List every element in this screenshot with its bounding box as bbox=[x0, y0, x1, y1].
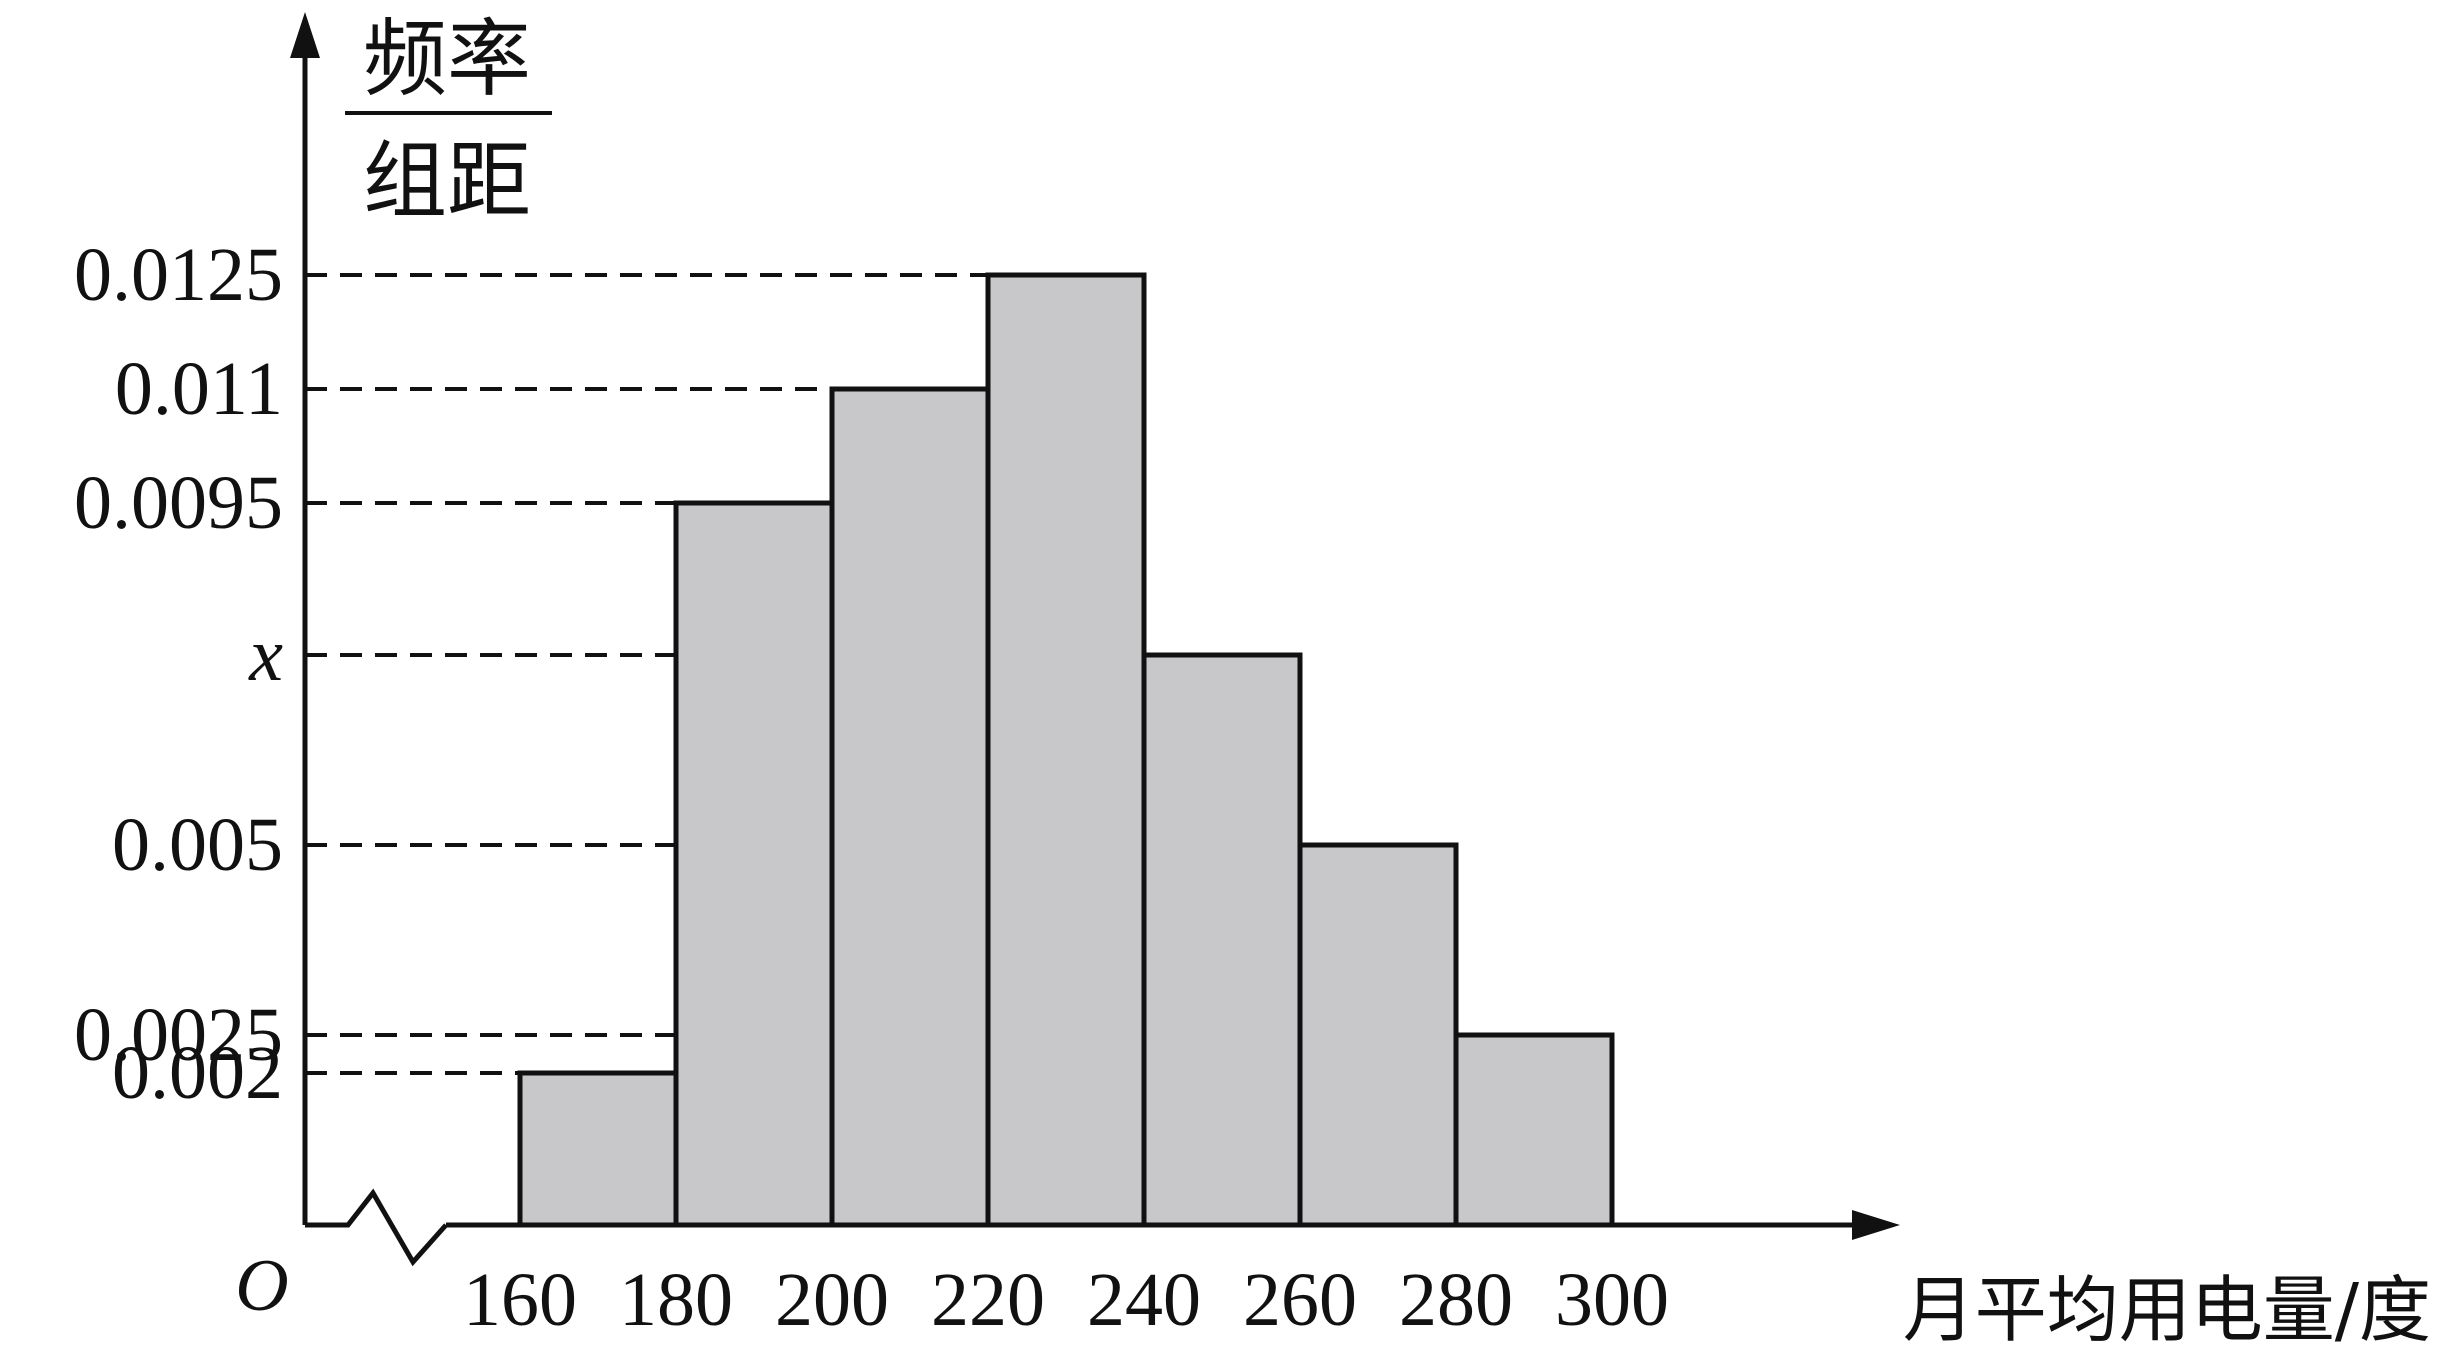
y-tick-label: 0.002 bbox=[112, 1031, 283, 1115]
y-axis-arrow-icon bbox=[290, 12, 320, 58]
x-tick-label: 200 bbox=[775, 1258, 889, 1342]
y-tick-label: x bbox=[248, 613, 283, 697]
axes bbox=[290, 12, 1900, 1267]
x-axis-line-start bbox=[305, 1188, 448, 1267]
histogram-bar bbox=[517, 1070, 679, 1228]
x-tick-label: 180 bbox=[619, 1258, 733, 1342]
histogram-bar bbox=[1297, 842, 1459, 1228]
x-tick-label: 280 bbox=[1399, 1258, 1513, 1342]
histogram-bar bbox=[1141, 652, 1303, 1228]
histogram-bar bbox=[985, 272, 1147, 1228]
y-axis-title-denominator: 组距 bbox=[363, 132, 531, 230]
y-tick-label: 0.011 bbox=[115, 347, 283, 431]
y-tick-label: 0.0025 bbox=[74, 993, 283, 1077]
histogram-bar bbox=[829, 386, 991, 1228]
y-axis-title-numerator: 频率 bbox=[363, 10, 531, 108]
x-tick-labels: 160 180 200 220 240 260 280 300 bbox=[463, 1258, 1669, 1342]
histogram-bar bbox=[673, 500, 835, 1228]
x-axis-title: 月平均用电量/度 bbox=[1903, 1268, 2431, 1352]
x-tick-label: 160 bbox=[463, 1258, 577, 1342]
y-tick-label: 0.005 bbox=[112, 803, 283, 887]
x-tick-label: 260 bbox=[1243, 1258, 1357, 1342]
x-tick-label: 240 bbox=[1087, 1258, 1201, 1342]
y-tick-label: 0.0125 bbox=[74, 233, 283, 317]
x-tick-label: 300 bbox=[1555, 1258, 1669, 1342]
y-tick-label: 0.0095 bbox=[74, 461, 283, 545]
x-axis-arrow-icon bbox=[1852, 1210, 1900, 1240]
x-tick-label: 220 bbox=[931, 1258, 1045, 1342]
origin-label: O bbox=[235, 1245, 288, 1327]
histogram-bars bbox=[517, 272, 1615, 1228]
histogram-bar bbox=[1453, 1032, 1615, 1228]
y-axis-title: 频率 组距 bbox=[345, 10, 552, 230]
